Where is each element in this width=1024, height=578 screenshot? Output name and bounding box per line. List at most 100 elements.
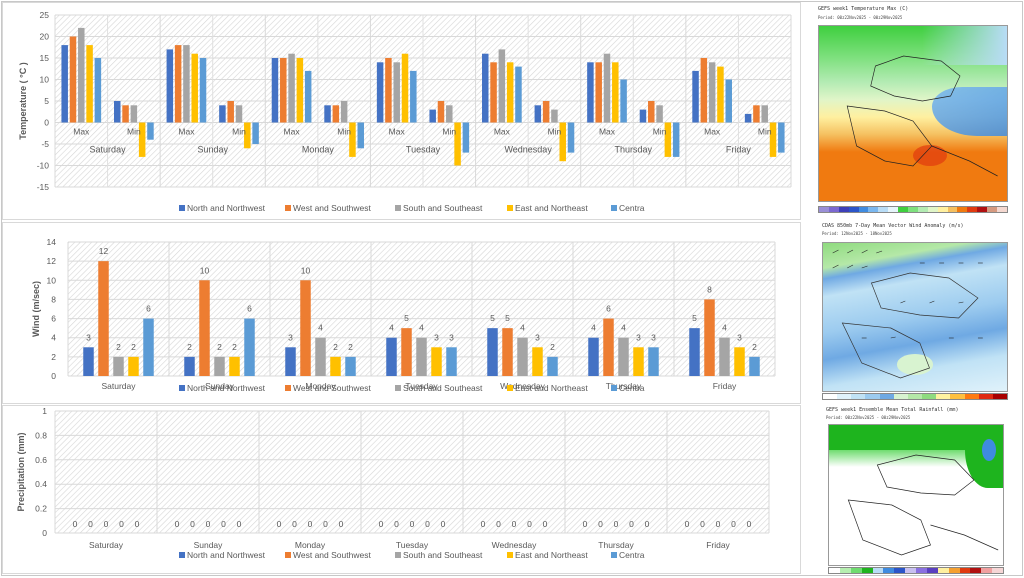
data-label: 4: [389, 323, 394, 333]
bar: [143, 318, 154, 376]
data-label: 0: [731, 519, 736, 529]
legend-label: North and Northwest: [187, 203, 266, 213]
map-period: Period: 00z22Nov2025 - 00z29Nov2025: [818, 15, 903, 20]
bar: [734, 347, 745, 376]
bar: [648, 347, 659, 376]
category-label: Friday: [713, 381, 737, 391]
bar: [401, 328, 412, 376]
bar-min: [138, 122, 146, 157]
y-tick-label: 6: [51, 314, 56, 324]
bar-min: [648, 101, 655, 123]
data-label: 5: [404, 313, 409, 323]
colorbar-swatch: [888, 207, 899, 212]
y-tick-label: 0: [51, 371, 56, 381]
bar-max: [199, 58, 207, 123]
legend-item: West and Southwest: [285, 383, 371, 393]
bar-min: [639, 109, 647, 123]
bar-max: [69, 36, 77, 123]
data-label: 5: [692, 313, 697, 323]
bar: [83, 347, 94, 376]
data-label: 0: [292, 519, 297, 529]
bar-min: [672, 122, 680, 157]
colorbar-swatch: [977, 207, 988, 212]
colorbar-swatch: [907, 394, 923, 399]
bar: [315, 337, 326, 376]
bar: [689, 328, 700, 376]
subcategory-label: Max: [599, 127, 616, 137]
colorbar-swatch: [992, 568, 1003, 573]
day-label: Wednesday: [504, 145, 552, 155]
bar: [300, 280, 311, 376]
subcategory-label: Min: [758, 127, 772, 137]
legend-label: South and Southeast: [403, 383, 483, 393]
y-tick-label: 10: [47, 275, 57, 285]
bar: [416, 337, 427, 376]
legend-swatch: [611, 385, 617, 391]
colorbar-swatch: [964, 394, 979, 399]
category-label: Wednesday: [500, 381, 545, 391]
legend-swatch: [507, 205, 513, 211]
colorbar-swatch: [848, 207, 859, 212]
subcategory-label: Max: [389, 127, 406, 137]
plot-area: [55, 411, 769, 533]
legend-swatch: [285, 385, 291, 391]
colorbar-swatch: [898, 207, 909, 212]
data-label: 2: [348, 342, 353, 352]
rainfall-map: GEFS week1 Ensemble Mean Total Rainfall …: [812, 404, 1014, 574]
wind-anomaly-map: CDAS 850mb 7-Day Mean Vector Wind Anomal…: [812, 220, 1014, 400]
colorbar-swatch: [916, 568, 927, 573]
subcategory-label: Min: [232, 127, 246, 137]
colorbar-swatch: [937, 568, 949, 573]
bar-min: [332, 105, 340, 123]
colorbar-swatch: [829, 568, 840, 573]
y-tick-label: 1: [42, 406, 47, 416]
y-axis-title: Temperature ( °C ): [18, 62, 28, 139]
colorbar-swatch: [839, 568, 851, 573]
legend-swatch: [179, 552, 185, 558]
data-label: 0: [716, 519, 721, 529]
bar-min: [324, 105, 331, 123]
y-tick-label: 15: [40, 53, 50, 63]
y-tick-label: -15: [37, 182, 50, 192]
data-label: 0: [135, 519, 140, 529]
data-label: 0: [339, 519, 344, 529]
colorbar-swatch: [922, 394, 937, 399]
data-label: 6: [606, 304, 611, 314]
category-label: Sunday: [194, 540, 224, 550]
legend-item: South and Southeast: [395, 550, 483, 560]
data-label: 0: [700, 519, 705, 529]
bar-max: [296, 58, 304, 123]
bar-min: [778, 122, 785, 153]
data-label: 3: [434, 332, 439, 342]
bar-min: [114, 101, 121, 123]
legend-label: South and Southeast: [403, 550, 483, 560]
colorbar-swatch: [837, 394, 852, 399]
bar-min: [446, 105, 453, 123]
bar-max: [401, 53, 409, 123]
subcategory-label: Max: [178, 127, 195, 137]
colorbar-swatch: [851, 394, 866, 399]
day-label: Friday: [726, 145, 752, 155]
map-title: GEFS week1 Ensemble Mean Total Rainfall …: [826, 407, 959, 413]
bar-min: [235, 105, 243, 123]
legend-label: North and Northwest: [187, 383, 266, 393]
legend-item: West and Southwest: [285, 550, 371, 560]
bar-min: [252, 122, 259, 144]
bar: [229, 356, 240, 376]
bar-max: [498, 49, 506, 123]
colorbar-swatch: [828, 207, 839, 212]
data-label: 10: [301, 265, 311, 275]
bar-max: [410, 70, 417, 123]
wind-chart-panel: 14 12 10 8 6 4 2 0 3 12 2 2 6 Saturday 2 10 2 2 6 Sunday 3 10…: [2, 222, 801, 404]
bar-max: [700, 58, 708, 123]
legend-item: Centra: [611, 203, 645, 213]
data-label: 0: [410, 519, 415, 529]
bar-min: [437, 101, 445, 123]
data-label: 6: [146, 304, 151, 314]
bar-max: [191, 53, 198, 123]
data-label: 0: [629, 519, 634, 529]
data-label: 8: [707, 284, 712, 294]
data-label: 0: [527, 519, 532, 529]
